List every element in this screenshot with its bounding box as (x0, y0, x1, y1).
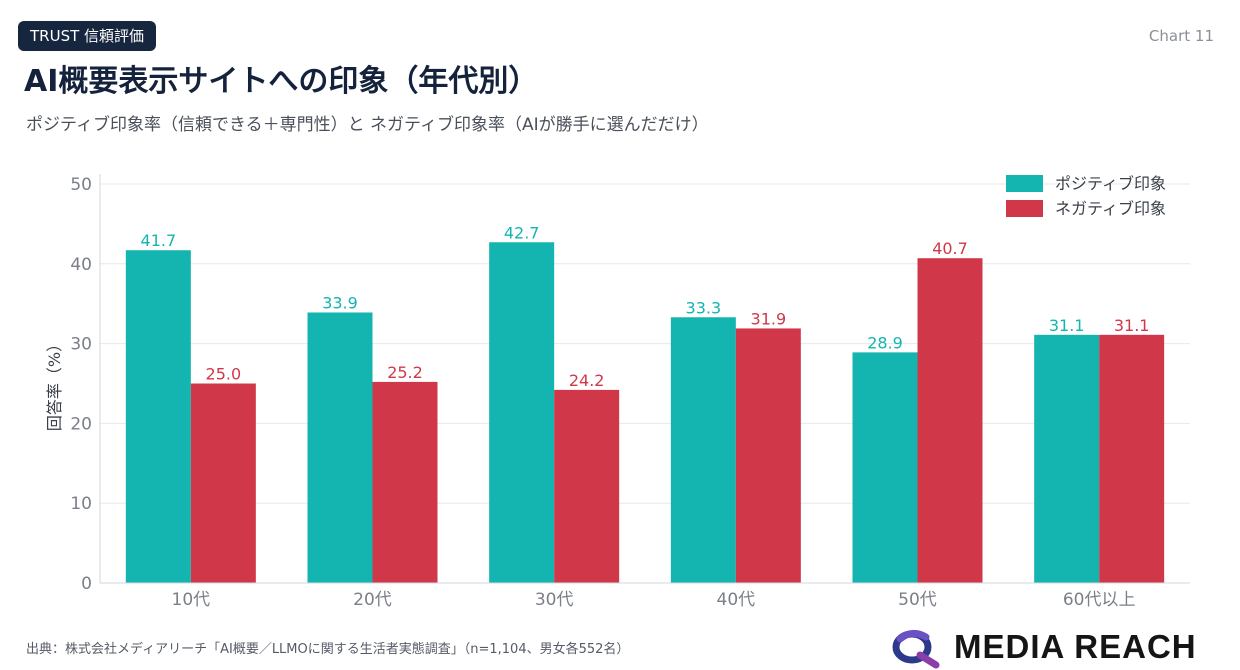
x-tick-label: 10代 (172, 590, 211, 610)
page-title: AI概要表示サイトへの印象（年代別） (24, 64, 539, 99)
positive-bar (489, 242, 555, 583)
x-tick-label: 40代 (717, 590, 756, 610)
source-note: 出典：株式会社メディアリーチ「AI概要／LLMOに関する生活者実態調査」（n=1… (26, 642, 630, 657)
positive-value-label: 33.9 (322, 293, 358, 312)
positive-value-label: 28.9 (867, 333, 903, 352)
bar-chart: 0 10 20 30 40 50 回答率（%） 41.7 25.0 10代 33.9 25.2 20代 4… (45, 174, 1190, 610)
x-tick-label: 60代以上 (1063, 590, 1136, 610)
negative-bar (917, 258, 983, 583)
negative-bar (1099, 334, 1165, 583)
x-tick-label: 50代 (898, 590, 937, 610)
media-reach-logo-icon (892, 630, 940, 669)
positive-bar (125, 250, 191, 583)
category-badge: TRUST 信頼評価 (18, 21, 157, 51)
negative-value-label: 25.2 (387, 363, 423, 382)
chart-number: Chart 11 (1148, 27, 1214, 45)
negative-bar (735, 328, 801, 583)
y-tick-label: 40 (70, 255, 92, 275)
negative-value-label: 31.9 (751, 309, 787, 328)
positive-value-label: 33.3 (686, 298, 722, 317)
y-tick-label: 20 (70, 414, 92, 434)
negative-value-label: 25.0 (206, 365, 242, 384)
legend-swatch (1006, 200, 1043, 217)
positive-bar (670, 317, 736, 583)
y-tick-label: 50 (70, 175, 92, 195)
x-tick-label: 30代 (535, 590, 574, 610)
positive-bar (307, 312, 373, 583)
positive-value-label: 41.7 (141, 231, 177, 250)
negative-value-label: 40.7 (932, 239, 968, 258)
chart-subtitle: ポジティブ印象率（信頼できる＋専門性）と ネガティブ印象率（AIが勝手に選んだだ… (26, 115, 709, 135)
positive-value-label: 42.7 (504, 223, 540, 242)
negative-bar (554, 389, 620, 583)
y-tick-label: 0 (81, 574, 92, 594)
y-tick-label: 10 (70, 494, 92, 514)
negative-bar (372, 381, 438, 583)
x-tick-label: 20代 (353, 590, 392, 610)
legend-label: ネガティブ印象 (1055, 199, 1166, 218)
legend-swatch (1006, 175, 1043, 192)
negative-value-label: 31.1 (1114, 316, 1150, 335)
logo-text: MEDIA REACH (954, 628, 1197, 665)
positive-bar (1034, 334, 1100, 583)
negative-value-label: 24.2 (569, 371, 605, 390)
y-tick-label: 30 (70, 335, 92, 355)
legend-label: ポジティブ印象 (1055, 174, 1166, 193)
y-axis-label: 回答率（%） (45, 336, 64, 431)
positive-value-label: 31.1 (1049, 316, 1085, 335)
positive-bar (852, 352, 918, 583)
company-logo: MEDIA REACH (890, 624, 1197, 670)
negative-bar (190, 383, 256, 583)
